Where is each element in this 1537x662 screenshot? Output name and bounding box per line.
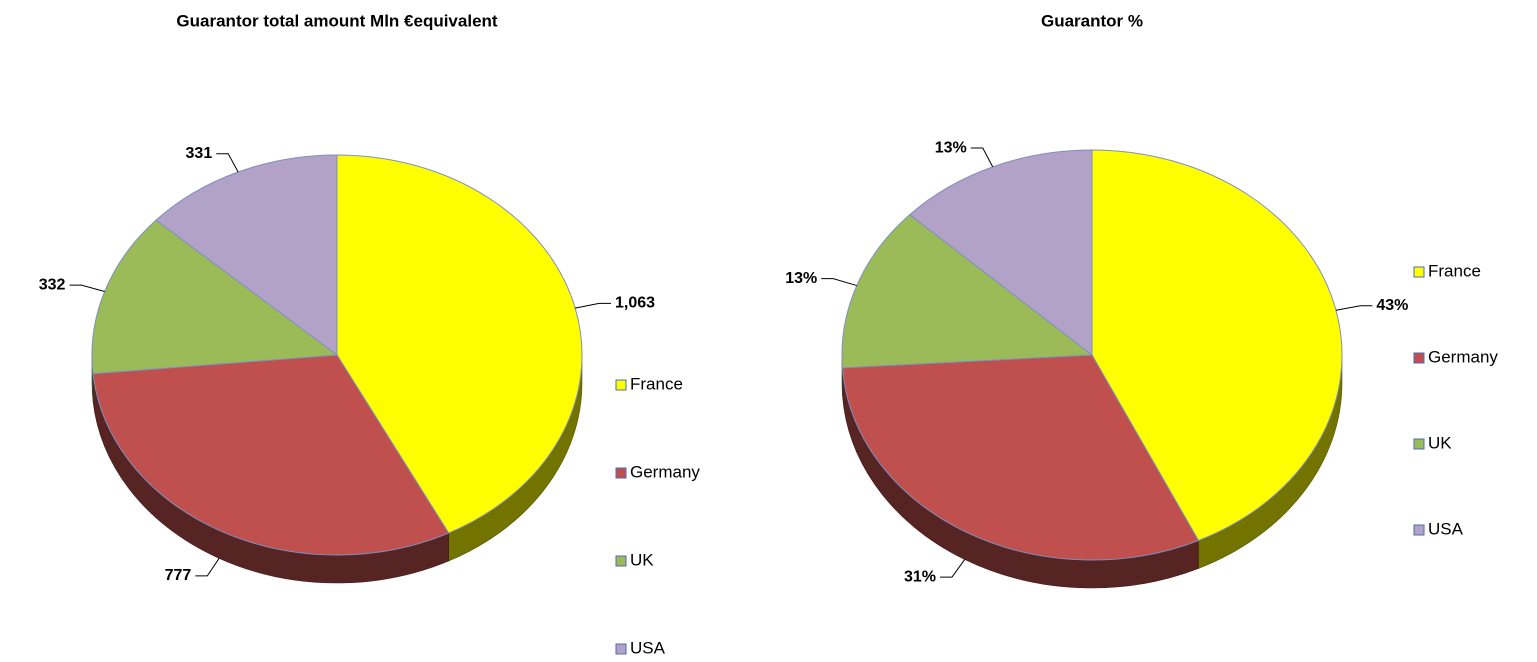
legend-swatch [1413,266,1425,278]
pie-slice [336,154,583,534]
legend-label: UK [1428,433,1452,452]
pie-slice [155,154,338,356]
data-label: 1,063 [615,295,655,312]
legend-label: France [1428,261,1481,280]
data-label: 777 [165,567,192,584]
data-label: 13% [935,139,967,156]
chart-title: Guarantor total amount Mln €equivalent [176,11,497,30]
legend-swatch [1413,352,1425,364]
pie-slice [841,354,1200,561]
legend-label: Germany [1428,347,1498,366]
leader-line [575,302,611,309]
pie-slice [91,219,339,375]
legend-label: USA [1428,519,1464,538]
legend-label: USA [630,638,666,657]
leader-line [821,278,857,287]
legend-swatch [1413,524,1425,536]
chart-title: Guarantor % [1041,11,1143,30]
legend-label: Germany [630,462,700,481]
data-label: 43% [1376,297,1408,314]
pie-slice [841,214,1094,369]
legend-swatch [615,379,627,391]
pie-slice [1091,149,1343,542]
data-label: 331 [186,145,213,162]
leader-line [940,559,966,578]
data-label: 13% [785,270,817,287]
leader-line [1335,305,1373,311]
legend-label: UK [630,550,654,569]
leader-line [216,153,239,173]
legend-swatch [615,643,627,655]
pie-slice [92,354,450,556]
leader-line [195,558,220,577]
legend-label: France [630,374,683,393]
data-label: 332 [39,276,66,293]
data-label: 31% [904,568,936,585]
pie-slice [908,149,1093,357]
leader-line [69,284,105,292]
leader-line [970,147,994,168]
legend-swatch [615,467,627,479]
legend-swatch [615,555,627,567]
legend-swatch [1413,438,1425,450]
